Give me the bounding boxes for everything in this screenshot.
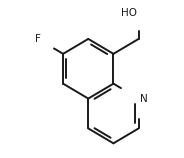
Text: F: F xyxy=(35,34,41,44)
Text: N: N xyxy=(140,94,148,104)
Text: HO: HO xyxy=(121,8,137,18)
